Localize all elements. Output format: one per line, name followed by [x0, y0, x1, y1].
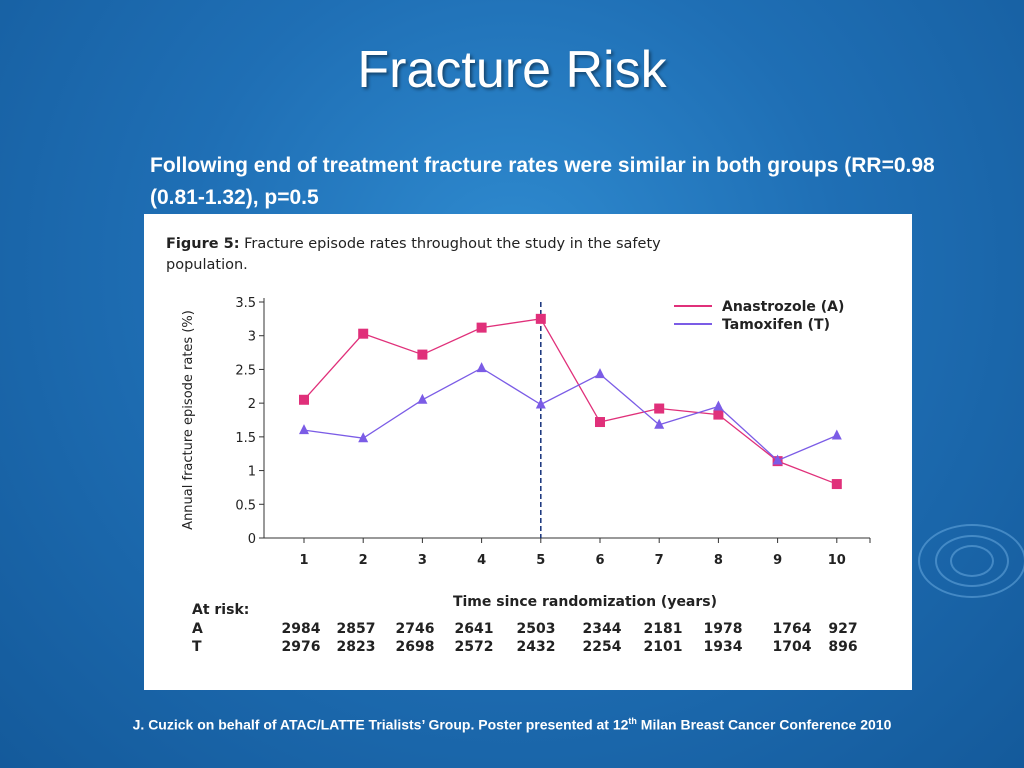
data-point-anastrozole: [713, 409, 724, 420]
x-tick-label: 9: [773, 553, 782, 568]
footer-text-end: Milan Breast Cancer Conference 2010: [636, 716, 892, 733]
at-risk-value: 1764: [773, 621, 812, 637]
x-tick-label: 10: [828, 553, 846, 568]
figure-caption-line2: population.: [166, 257, 248, 273]
figure-panel: Figure 5: Fracture episode rates through…: [144, 214, 912, 690]
y-tick-label: 2.5: [235, 363, 256, 378]
slide-footer: J. Cuzick on behalf of ATAC/LATTE Triali…: [0, 716, 1024, 733]
at-risk-value: 2698: [396, 639, 435, 655]
data-point-tamoxifen: [299, 424, 309, 435]
at-risk-value: 1934: [704, 639, 743, 655]
slide-title: Fracture Risk: [357, 41, 667, 99]
at-risk-value: 2254: [583, 639, 622, 655]
x-tick-label: 3: [418, 553, 427, 568]
data-point-tamoxifen: [476, 362, 487, 373]
data-point-anastrozole: [358, 328, 369, 339]
at-risk-value: 927: [828, 621, 857, 637]
y-tick-label: 0.5: [235, 498, 256, 513]
at-risk-value: 2344: [583, 621, 622, 637]
at-risk-value: 2432: [517, 639, 556, 655]
data-point-tamoxifen: [535, 398, 546, 409]
x-axis-label: Time since randomization (years): [453, 594, 717, 610]
footer-superscript: th: [628, 716, 637, 726]
at-risk-value: 2984: [282, 621, 321, 637]
ripple-decoration: [918, 524, 1024, 598]
at-risk-value: 2181: [644, 621, 683, 637]
at-risk-label: At risk:: [192, 602, 249, 618]
footer-text: J. Cuzick on behalf of ATAC/LATTE Triali…: [132, 716, 629, 733]
data-point-tamoxifen: [772, 454, 783, 465]
y-tick-label: 1.5: [235, 431, 256, 446]
x-tick-label: 8: [714, 553, 723, 568]
data-point-anastrozole: [299, 394, 309, 405]
x-tick-label: 4: [477, 553, 486, 568]
at-risk-arm: A: [192, 621, 203, 637]
data-point-tamoxifen: [417, 393, 428, 404]
x-tick-label: 5: [536, 553, 545, 568]
data-point-anastrozole: [417, 349, 428, 360]
at-risk-value: 2857: [337, 621, 376, 637]
series-line-anastrozole: [303, 318, 838, 485]
data-point-tamoxifen: [358, 432, 369, 443]
at-risk-value: 2101: [644, 639, 683, 655]
x-tick-label: 2: [359, 553, 368, 568]
figure-caption-text: Fracture episode rates throughout the st…: [240, 236, 662, 252]
y-tick-label: 0: [248, 532, 256, 547]
at-risk-value: 2503: [517, 621, 556, 637]
data-point-tamoxifen: [595, 368, 605, 379]
y-axis-label: Annual fracture episode rates (%): [181, 310, 196, 530]
at-risk-arm: T: [192, 639, 202, 655]
series-line-tamoxifen: [303, 367, 838, 462]
data-point-tamoxifen: [831, 429, 842, 440]
data-point-anastrozole: [831, 479, 842, 490]
at-risk-value: 2572: [455, 639, 494, 655]
data-point-tamoxifen: [654, 418, 665, 429]
at-risk-value: 2823: [337, 639, 376, 655]
at-risk-value: 2641: [455, 621, 494, 637]
fracture-chart: Figure 5: Fracture episode rates through…: [166, 236, 871, 655]
y-tick-label: 3.5: [235, 296, 256, 311]
at-risk-value: 1978: [704, 621, 743, 637]
figure-caption-label: Figure 5:: [166, 236, 240, 252]
y-tick-label: 1: [248, 465, 256, 480]
x-tick-label: 6: [595, 553, 604, 568]
y-tick-label: 2: [248, 397, 256, 412]
slide-subtitle: Following end of treatment fracture rate…: [150, 154, 935, 209]
at-risk-value: 1704: [773, 639, 812, 655]
at-risk-value: 2746: [396, 621, 435, 637]
legend-label: Tamoxifen (T): [722, 317, 830, 333]
legend-label: Anastrozole (A): [722, 299, 844, 315]
at-risk-value: 2976: [282, 639, 321, 655]
data-point-anastrozole: [595, 417, 605, 428]
x-tick-label: 7: [655, 553, 664, 568]
data-point-anastrozole: [476, 322, 487, 333]
at-risk-value: 896: [828, 639, 857, 655]
y-tick-label: 3: [248, 330, 256, 345]
x-tick-label: 1: [299, 553, 308, 568]
data-point-anastrozole: [654, 403, 665, 414]
data-point-tamoxifen: [713, 400, 724, 411]
data-point-anastrozole: [535, 313, 546, 324]
svg-text:Figure 5: Fracture episode rat: Figure 5: Fracture episode rates through…: [166, 236, 661, 252]
